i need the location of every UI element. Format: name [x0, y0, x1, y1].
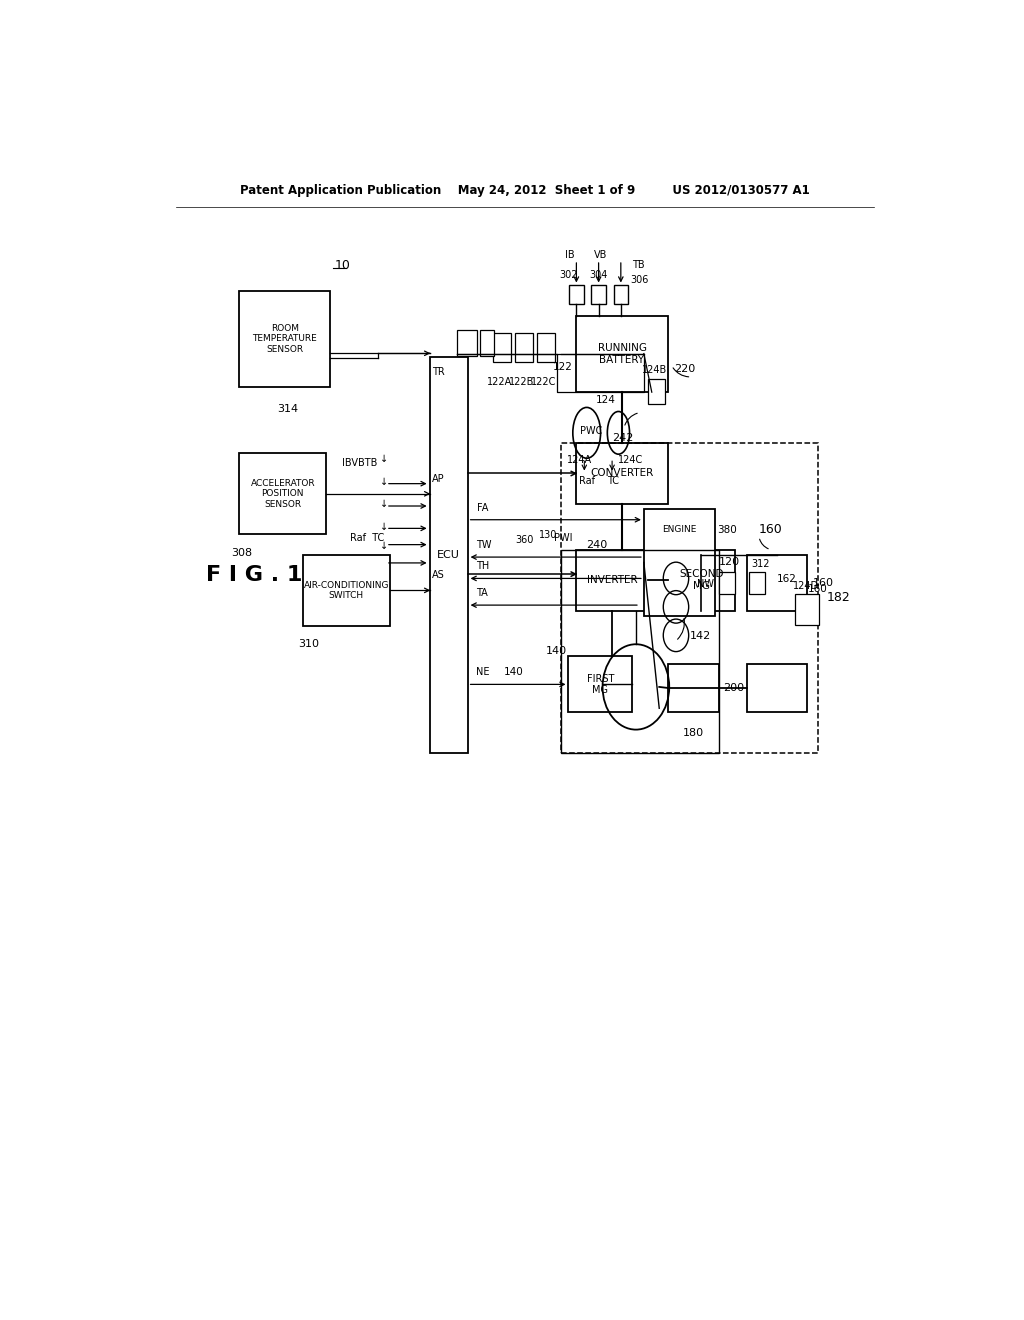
Text: NW: NW — [697, 579, 714, 589]
Text: SECOND
MG: SECOND MG — [679, 569, 724, 591]
Text: FIRST
MG: FIRST MG — [587, 673, 613, 696]
Text: 122B: 122B — [509, 378, 535, 387]
Text: 122C: 122C — [531, 378, 556, 387]
Text: ACCELERATOR
POSITION
SENSOR: ACCELERATOR POSITION SENSOR — [251, 479, 315, 508]
Text: PWI: PWI — [554, 532, 572, 543]
Text: Raf  TC: Raf TC — [350, 532, 384, 543]
Text: 220: 220 — [674, 364, 695, 375]
Text: 306: 306 — [631, 276, 649, 285]
FancyBboxPatch shape — [458, 330, 477, 355]
Text: TB: TB — [632, 260, 644, 271]
Text: 122: 122 — [553, 362, 572, 372]
Text: 314: 314 — [276, 404, 298, 414]
Text: RUNNING
BATTERY: RUNNING BATTERY — [598, 343, 646, 364]
Text: AIR-CONDITIONING
SWITCH: AIR-CONDITIONING SWITCH — [303, 581, 389, 601]
FancyBboxPatch shape — [480, 330, 494, 355]
Text: CONVERTER: CONVERTER — [591, 469, 653, 478]
FancyBboxPatch shape — [577, 549, 648, 611]
FancyBboxPatch shape — [577, 315, 668, 392]
Text: VB: VB — [594, 249, 607, 260]
Text: 122A: 122A — [486, 378, 512, 387]
FancyBboxPatch shape — [796, 594, 819, 624]
FancyBboxPatch shape — [644, 510, 715, 615]
FancyBboxPatch shape — [569, 285, 584, 304]
Text: INVERTER: INVERTER — [587, 576, 637, 585]
FancyBboxPatch shape — [613, 285, 628, 304]
Text: ENGINE: ENGINE — [663, 525, 696, 533]
Text: Raf: Raf — [579, 475, 595, 486]
Text: ECU: ECU — [437, 550, 460, 560]
FancyBboxPatch shape — [719, 572, 735, 594]
Text: 380: 380 — [718, 525, 737, 536]
FancyBboxPatch shape — [668, 549, 735, 611]
Text: ↓: ↓ — [380, 454, 388, 465]
Text: 240: 240 — [586, 540, 607, 549]
Text: 120: 120 — [719, 557, 740, 568]
Text: ↓: ↓ — [380, 541, 388, 550]
Text: 140: 140 — [546, 647, 567, 656]
FancyBboxPatch shape — [750, 572, 765, 594]
Text: 308: 308 — [231, 548, 252, 558]
Text: ↓: ↓ — [380, 477, 388, 487]
Text: IBVBTB: IBVBTB — [342, 458, 378, 469]
Text: TH: TH — [475, 561, 488, 572]
Text: AP: AP — [432, 474, 444, 483]
Text: 140: 140 — [504, 667, 523, 677]
Text: 242: 242 — [612, 433, 634, 444]
Text: ↓: ↓ — [380, 523, 388, 532]
Text: 130: 130 — [539, 529, 557, 540]
Text: F I G . 1: F I G . 1 — [206, 565, 302, 585]
Text: 160: 160 — [759, 523, 782, 536]
Text: FA: FA — [477, 503, 488, 512]
Text: TC: TC — [606, 475, 618, 486]
Text: 312: 312 — [752, 558, 770, 569]
Text: TW: TW — [475, 540, 492, 550]
FancyBboxPatch shape — [494, 333, 511, 362]
Text: 302: 302 — [560, 271, 579, 280]
Text: ↓: ↓ — [380, 499, 388, 510]
Text: 162: 162 — [777, 574, 797, 585]
Text: 360: 360 — [515, 535, 534, 545]
Text: 124D: 124D — [793, 581, 819, 591]
FancyBboxPatch shape — [568, 656, 632, 713]
Text: AS: AS — [432, 570, 444, 579]
FancyBboxPatch shape — [430, 356, 468, 752]
Text: 124A: 124A — [567, 455, 592, 465]
FancyBboxPatch shape — [592, 285, 606, 304]
FancyBboxPatch shape — [240, 453, 327, 535]
Text: ROOM
TEMPERATURE
SENSOR: ROOM TEMPERATURE SENSOR — [252, 323, 317, 354]
Text: 182: 182 — [826, 591, 850, 605]
FancyBboxPatch shape — [577, 444, 668, 504]
Text: 180: 180 — [683, 727, 705, 738]
Text: 10: 10 — [334, 259, 350, 272]
FancyBboxPatch shape — [668, 664, 719, 713]
Text: TR: TR — [432, 367, 444, 376]
Text: 310: 310 — [299, 639, 319, 649]
Text: 124C: 124C — [617, 455, 643, 465]
Text: IB: IB — [565, 249, 574, 260]
FancyBboxPatch shape — [748, 664, 807, 713]
Text: NE: NE — [475, 667, 489, 677]
FancyBboxPatch shape — [303, 554, 390, 626]
Text: 200: 200 — [723, 682, 744, 693]
Text: PWC: PWC — [581, 426, 603, 436]
Text: 160: 160 — [807, 585, 827, 594]
FancyBboxPatch shape — [538, 333, 555, 362]
FancyBboxPatch shape — [515, 333, 532, 362]
Text: 160: 160 — [813, 578, 834, 587]
FancyBboxPatch shape — [240, 290, 331, 387]
FancyBboxPatch shape — [748, 554, 807, 611]
Text: Patent Application Publication    May 24, 2012  Sheet 1 of 9         US 2012/013: Patent Application Publication May 24, 2… — [240, 185, 810, 198]
Text: TA: TA — [475, 587, 487, 598]
Text: 124B: 124B — [642, 364, 668, 375]
FancyBboxPatch shape — [648, 379, 666, 404]
Text: 124: 124 — [596, 395, 616, 405]
Text: 304: 304 — [589, 271, 607, 280]
Text: 142: 142 — [689, 631, 711, 642]
